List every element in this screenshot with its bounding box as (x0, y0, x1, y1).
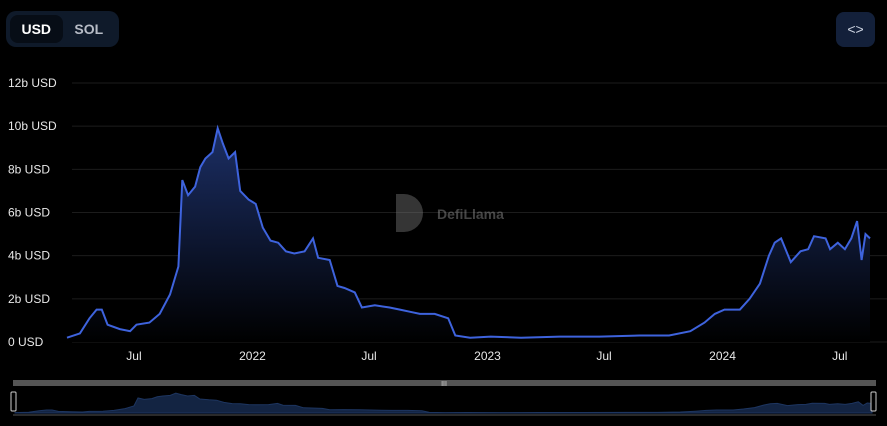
y-tick-label: 10b USD (8, 119, 57, 133)
y-tick-label: 8b USD (8, 162, 50, 176)
x-tick-label: 2023 (474, 349, 501, 363)
brush-mini-area (14, 392, 873, 414)
x-tick-label: 2024 (709, 349, 736, 363)
embed-code-button[interactable]: <> (836, 12, 875, 47)
y-tick-label: 2b USD (8, 292, 50, 306)
y-tick-label: 4b USD (8, 249, 50, 263)
y-tick-label: 0 USD (8, 335, 44, 349)
tvl-area (67, 128, 870, 342)
x-tick-label: Jul (832, 349, 847, 363)
x-tick-label: Jul (361, 349, 376, 363)
currency-option-usd[interactable]: USD (10, 15, 63, 43)
currency-toggle: USD SOL (6, 11, 119, 47)
code-brackets-icon: <> (847, 21, 864, 37)
watermark-text: DefiLlama (437, 206, 504, 222)
brush-right-handle[interactable] (870, 391, 877, 412)
x-tick-label: 2022 (239, 349, 266, 363)
x-tick-label: Jul (126, 349, 141, 363)
currency-option-sol[interactable]: SOL (74, 21, 104, 37)
range-brush[interactable]: III (10, 380, 877, 416)
tvl-line (66, 124, 871, 339)
y-tick-label: 6b USD (8, 206, 50, 220)
brush-left-handle[interactable] (10, 391, 17, 412)
svg-text:III: III (441, 381, 447, 388)
y-tick-label: 12b USD (8, 76, 57, 90)
brush-bar[interactable] (13, 380, 876, 386)
x-tick-label: Jul (596, 349, 611, 363)
watermark-logo: DefiLlama (396, 194, 504, 232)
